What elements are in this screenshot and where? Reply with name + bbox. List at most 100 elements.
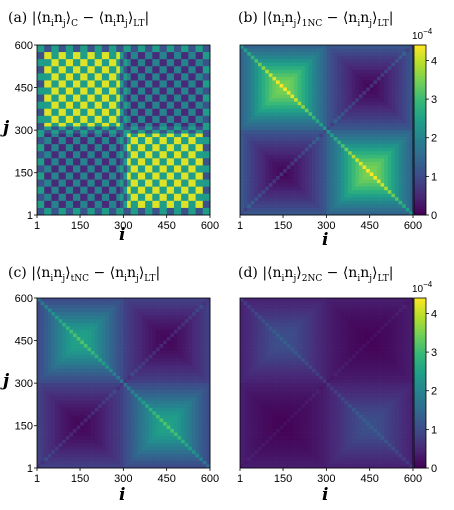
heatmap-cell (366, 161, 371, 166)
heatmap-cell (322, 158, 327, 163)
heatmap-cell (62, 298, 67, 302)
heatmap-cell (384, 190, 389, 195)
heatmap-cell (83, 308, 88, 313)
heatmap-cell (40, 183, 45, 188)
heatmap-cell (276, 73, 280, 78)
heatmap-cell (116, 197, 121, 202)
heatmap-cell (188, 200, 193, 205)
heatmap-cell (98, 66, 103, 71)
heatmap-cell (159, 45, 164, 49)
heatmap-cell (398, 119, 403, 124)
heatmap-cell (355, 119, 360, 124)
heatmap-cell (355, 108, 360, 113)
heatmap-cell (254, 112, 259, 117)
heatmap-cell (166, 98, 171, 103)
heatmap-cell (101, 55, 106, 60)
heatmap-cell (195, 186, 200, 191)
heatmap-cell (206, 305, 211, 309)
heatmap-cell (308, 98, 313, 103)
heatmap-cell (330, 130, 335, 134)
heatmap-cell (405, 165, 410, 170)
heatmap-cell (373, 207, 378, 212)
heatmap-cell (355, 168, 360, 173)
heatmap-cell (83, 154, 88, 159)
heatmap-cell (202, 183, 207, 188)
heatmap-cell (402, 137, 407, 141)
heatmap-cell (51, 197, 56, 202)
heatmap-cell (366, 112, 371, 117)
heatmap-cell (123, 200, 128, 205)
heatmap-cell (134, 165, 139, 170)
heatmap-cell (195, 305, 200, 309)
heatmap-cell (301, 147, 306, 152)
heatmap-cell (51, 115, 56, 120)
heatmap-cell (330, 94, 335, 99)
y-tick-label: 450 (15, 83, 33, 95)
heatmap-cell (141, 197, 146, 202)
heatmap-cell (123, 308, 128, 313)
colorbar-segment (414, 189, 426, 193)
heatmap-cell (137, 52, 142, 56)
heatmap-cell (152, 298, 157, 302)
heatmap-cell (152, 183, 157, 188)
heatmap-cell (265, 144, 270, 149)
heatmap-cell (73, 158, 77, 163)
heatmap-cell (376, 119, 381, 124)
heatmap-cell (240, 151, 244, 156)
heatmap-cell (166, 73, 171, 78)
heatmap-cell (47, 193, 52, 198)
heatmap-cell (315, 83, 320, 88)
heatmap-cell (304, 144, 309, 149)
heatmap-cell (340, 147, 345, 152)
heatmap-cell (351, 59, 356, 64)
heatmap-cell (337, 204, 342, 209)
heatmap-cell (47, 137, 52, 141)
heatmap-cell (348, 140, 353, 145)
heatmap-cell (254, 59, 259, 64)
heatmap-cell (116, 45, 121, 49)
heatmap-cell (358, 69, 363, 74)
heatmap-cell (87, 165, 92, 170)
heatmap-cell (283, 137, 288, 141)
heatmap-cell (188, 91, 193, 95)
heatmap-cell (376, 211, 381, 216)
heatmap-cell (65, 66, 70, 71)
heatmap-cell (250, 108, 255, 113)
heatmap-cell (195, 168, 200, 173)
heatmap-cell (330, 161, 335, 166)
heatmap-cell (55, 312, 59, 317)
heatmap-cell (315, 190, 320, 195)
heatmap-cell (344, 115, 349, 120)
heatmap-cell (65, 197, 70, 202)
heatmap-cell (265, 176, 270, 180)
heatmap-cell (304, 80, 309, 85)
heatmap-cell (398, 168, 403, 173)
heatmap-cell (170, 59, 175, 64)
heatmap-cell (398, 45, 403, 49)
heatmap-cell (258, 161, 262, 166)
heatmap-cell (76, 130, 81, 134)
heatmap-cell (394, 130, 399, 134)
heatmap-cell (119, 83, 124, 88)
heatmap-cell (376, 126, 381, 131)
heatmap-cell (173, 193, 178, 198)
heatmap-cell (112, 172, 117, 177)
heatmap-cell (87, 62, 92, 67)
heatmap-cell (55, 305, 59, 309)
heatmap-cell (366, 66, 371, 71)
heatmap-cell (199, 176, 204, 180)
heatmap-cell (37, 315, 41, 320)
heatmap-cell (127, 105, 132, 110)
heatmap-cell (297, 69, 302, 74)
heatmap-cell (98, 154, 103, 159)
heatmap-cell (87, 312, 92, 317)
heatmap-cell (69, 94, 74, 99)
heatmap-cell (373, 158, 378, 163)
heatmap-cell (312, 168, 317, 173)
heatmap-cell (98, 112, 103, 117)
heatmap-cell (69, 83, 74, 88)
heatmap-cell (130, 312, 135, 317)
heatmap-cell (159, 161, 164, 166)
heatmap-cell (109, 147, 114, 152)
heatmap-cell (240, 207, 244, 212)
